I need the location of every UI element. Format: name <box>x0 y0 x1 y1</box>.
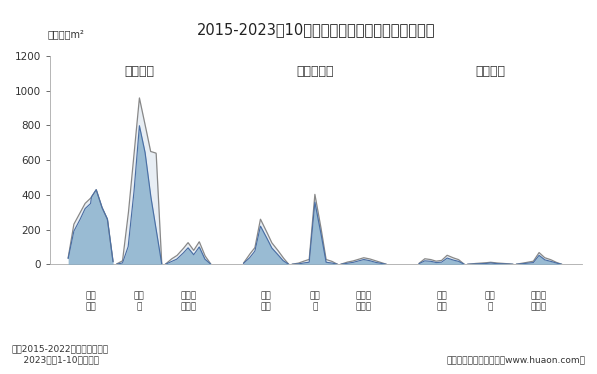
Text: 施工面积: 施工面积 <box>124 65 155 79</box>
Text: 商品
住宅: 商品 住宅 <box>261 291 272 311</box>
Text: 制图：华经产业研究院（www.huaon.com）: 制图：华经产业研究院（www.huaon.com） <box>446 356 585 365</box>
Text: 商业营
业用房: 商业营 业用房 <box>355 291 371 311</box>
Text: 商品
住宅: 商品 住宅 <box>85 291 96 311</box>
Text: 商业营
业用房: 商业营 业用房 <box>180 291 196 311</box>
Text: 新开工面积: 新开工面积 <box>296 65 334 79</box>
Text: 竣工面积: 竣工面积 <box>475 65 505 79</box>
Text: 办公
楼: 办公 楼 <box>309 291 320 311</box>
Text: 单位：万m²: 单位：万m² <box>48 29 85 39</box>
Text: 2015-2023年10月西藏自治区房地产施工面积情况: 2015-2023年10月西藏自治区房地产施工面积情况 <box>197 22 435 37</box>
Text: 商业营
业用房: 商业营 业用房 <box>531 291 547 311</box>
Text: 商品
住宅: 商品 住宅 <box>436 291 447 311</box>
Text: 注：2015-2022年为全年数据；
    2023年为1-10月数据。: 注：2015-2022年为全年数据； 2023年为1-10月数据。 <box>12 344 109 365</box>
Text: 办公
楼: 办公 楼 <box>485 291 496 311</box>
Text: 办公
楼: 办公 楼 <box>134 291 144 311</box>
